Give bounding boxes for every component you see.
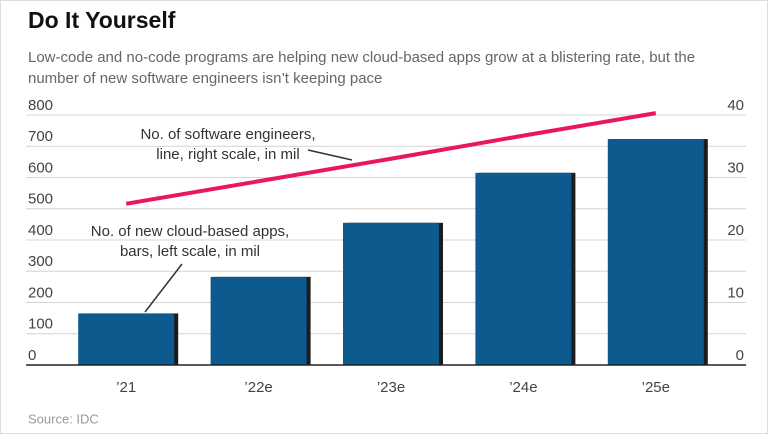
y2-tick-label: 40 [727,97,744,114]
y2-tick-label: 20 [727,222,744,239]
leader-line [307,149,353,161]
y2-tick-label: 0 [736,347,744,364]
leader-line [144,263,183,313]
x-tick-label: ’23e [377,379,405,396]
subtitle: Low-code and no-code programs are helpin… [28,49,695,66]
annotation: bars, left scale, in mil [120,243,260,260]
y-tick-label: 600 [28,159,53,176]
annotation: No. of new cloud-based apps, [91,223,289,240]
plot [26,111,746,366]
bar [475,172,572,365]
y-tick-label: 100 [28,316,53,333]
annotation: line, right scale, in mil [156,146,299,163]
bar [607,139,704,365]
chart-title: Do It Yourself [28,7,176,33]
y2-tick-label: 30 [727,159,744,176]
y-tick-label: 200 [28,284,53,301]
y-tick-label: 300 [28,253,53,270]
bar [210,276,307,365]
annotations: No. of software engineers, line, right s… [91,126,353,313]
y-tick-label: 400 [28,222,53,239]
x-tick-label: ’22e [244,379,272,396]
y-tick-label: 500 [28,191,53,208]
x-tick-label: ’25e [642,379,670,396]
subtitle: number of new software engineers isn’t k… [28,70,382,87]
bar [78,313,175,365]
y-tick-label: 700 [28,128,53,145]
annotation: No. of software engineers, [140,126,315,143]
source: Source: IDC [28,411,99,426]
line [125,111,657,206]
y-tick-label: 0 [28,347,36,364]
x-tick-label: ’24e [509,379,537,396]
x-tick-label: ’21 [116,379,136,396]
bar [343,222,439,365]
y-tick-label: 800 [28,97,53,114]
y2-tick-label: 10 [727,284,744,301]
